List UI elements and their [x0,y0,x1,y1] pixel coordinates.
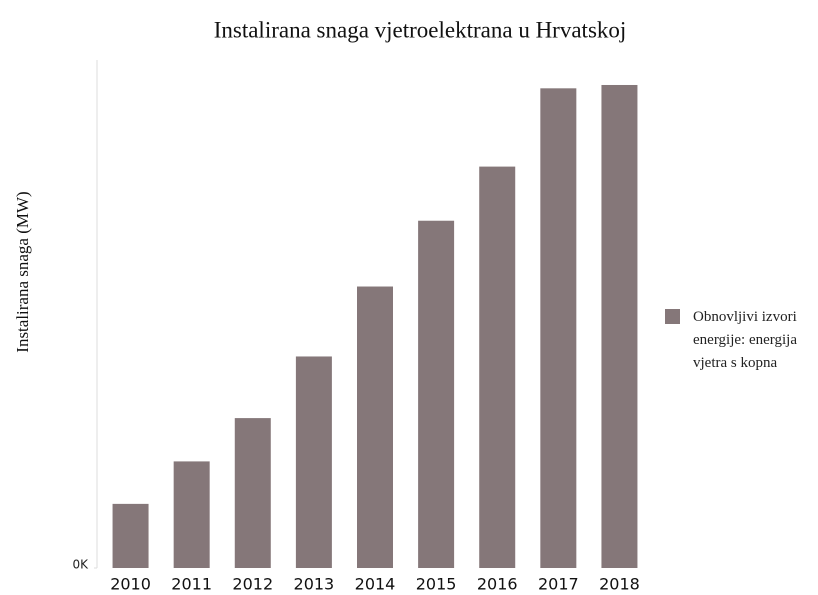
bar [357,286,393,568]
bar [601,84,638,568]
bar [418,220,455,568]
chart-title: Instalirana snaga vjetroelektrana u Hrva… [214,17,627,42]
x-tick-label: 2013 [294,575,335,594]
x-tick-label: 2014 [355,575,396,594]
y-axis-label: Instalirana snaga (MW) [13,191,32,352]
x-tick-label: 2011 [171,575,212,594]
bar [234,418,271,568]
bar [173,461,210,568]
bar [295,356,332,568]
bar [479,166,516,568]
bar [540,88,577,568]
legend-label: Obnovljivi izvori energije: energija vje… [693,309,797,371]
x-tick-label: 2018 [599,575,640,594]
legend-swatch [665,309,680,324]
bar [112,503,149,568]
y-tick-label: 0K [72,558,89,572]
x-tick-label: 2010 [110,575,151,594]
x-tick-label: 2012 [232,575,273,594]
x-tick-label: 2015 [416,575,457,594]
x-tick-label: 2016 [477,575,518,594]
x-tick-label: 2017 [538,575,579,594]
